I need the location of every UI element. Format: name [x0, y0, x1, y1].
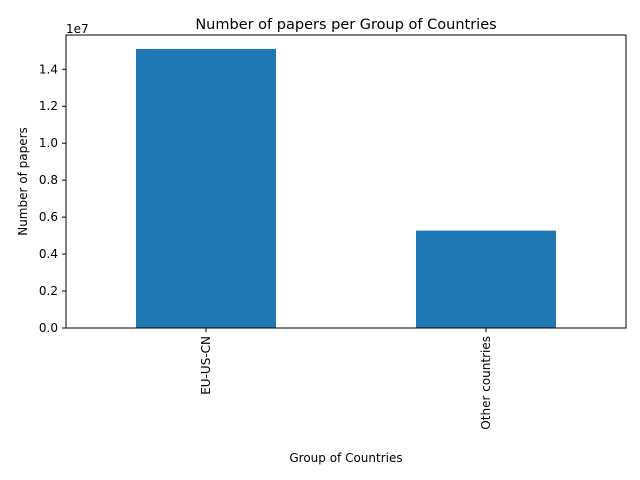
- bar-1: [416, 230, 556, 328]
- x-axis-label: Group of Countries: [289, 451, 402, 465]
- y-tick-label: 0.8: [39, 173, 58, 187]
- y-axis-offset-label: 1e7: [66, 22, 89, 36]
- x-tick-label: Other countries: [479, 336, 493, 430]
- x-axis-ticks: EU-US-CN Other countries: [199, 328, 493, 430]
- y-tick-label: 0.0: [39, 321, 58, 335]
- y-tick-label: 0.4: [39, 247, 58, 261]
- x-tick-label: EU-US-CN: [199, 336, 213, 395]
- y-axis-ticks: 0.0 0.2 0.4 0.6 0.8 1.0 1.2 1.4: [39, 62, 66, 335]
- plot-frame: [65, 34, 627, 329]
- y-tick-label: 0.2: [39, 284, 58, 298]
- y-tick-label: 1.2: [39, 99, 58, 113]
- chart-title: Number of papers per Group of Countries: [195, 17, 496, 33]
- bar-0: [136, 48, 276, 328]
- y-axis-label: Number of papers: [16, 127, 30, 236]
- y-tick-label: 1.4: [39, 62, 58, 76]
- bars-group: [136, 48, 556, 328]
- y-tick-label: 0.6: [39, 210, 58, 224]
- y-tick-label: 1.0: [39, 136, 58, 150]
